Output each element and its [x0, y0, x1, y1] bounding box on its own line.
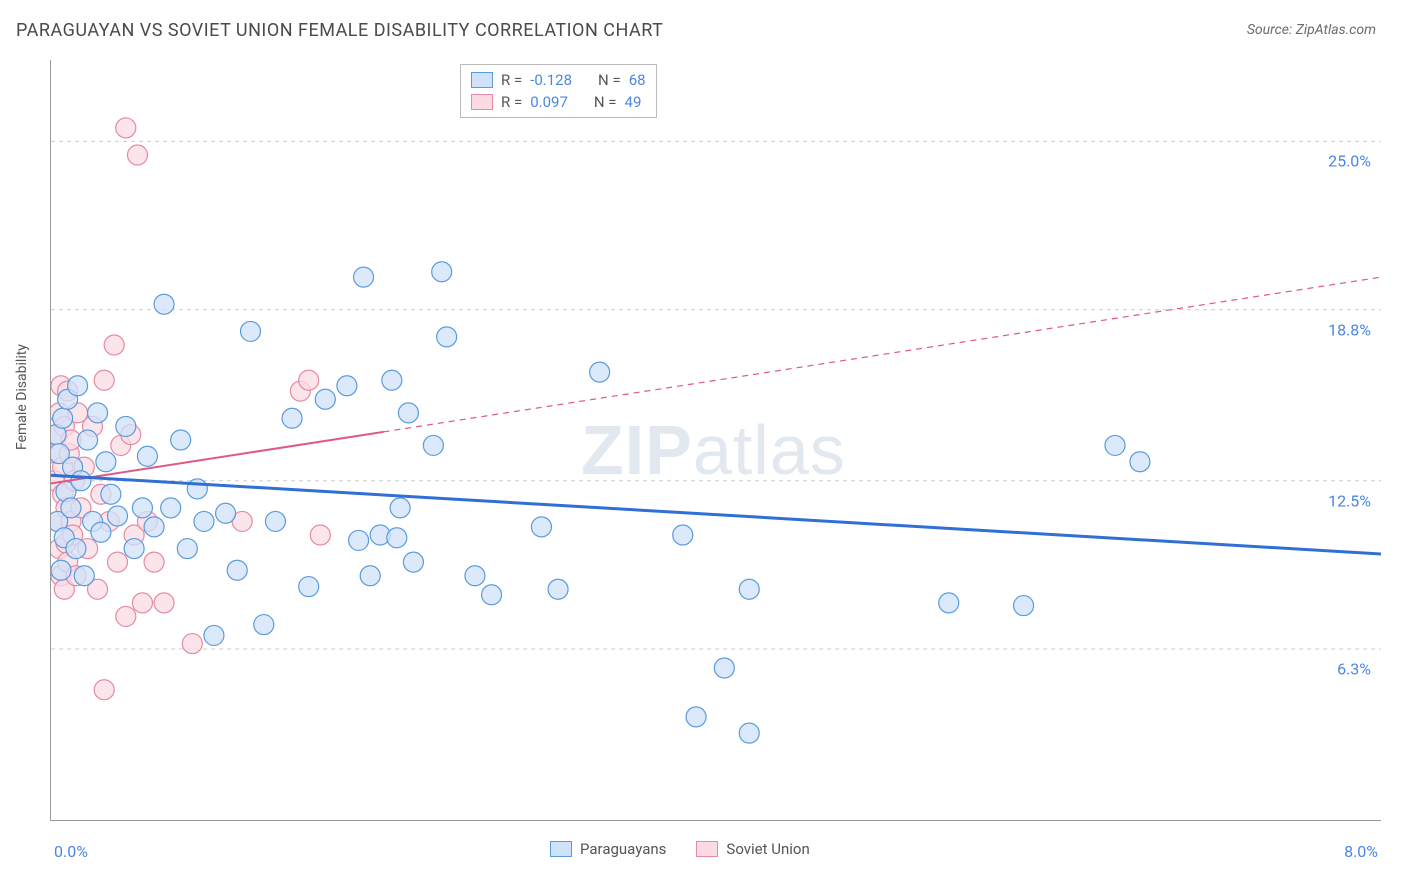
legend-label: Paraguayans: [580, 840, 666, 858]
plot-area: ZIPatlas 6.3%12.5%18.8%25.0%: [50, 60, 1381, 821]
legend-r-label: R =: [501, 93, 522, 111]
legend-label: Soviet Union: [726, 840, 809, 858]
legend-correlation: R = -0.128 N = 68 R = 0.097 N = 49: [460, 64, 657, 118]
legend-n-value: 49: [625, 93, 642, 111]
legend-item-paraguayans: Paraguayans: [550, 840, 666, 858]
x-axis-min-label: 0.0%: [54, 842, 88, 861]
legend-swatch-icon: [471, 72, 493, 88]
legend-n-label: N =: [598, 71, 621, 89]
chart-title: PARAGUAYAN VS SOVIET UNION FEMALE DISABI…: [16, 20, 663, 41]
legend-n-value: 68: [629, 71, 646, 89]
legend-row-soviet: R = 0.097 N = 49: [471, 91, 646, 113]
x-axis-max-label: 8.0%: [1344, 842, 1378, 861]
legend-series: Paraguayans Soviet Union: [550, 840, 810, 858]
y-tick-label: 25.0%: [1328, 152, 1371, 171]
y-tick-label: 12.5%: [1328, 491, 1371, 510]
y-tick-label: 18.8%: [1328, 320, 1371, 339]
legend-r-label: R =: [501, 71, 522, 89]
legend-swatch-icon: [471, 94, 493, 110]
source-label: Source: ZipAtlas.com: [1247, 22, 1376, 38]
y-tick-label: 6.3%: [1337, 660, 1371, 679]
legend-row-paraguayans: R = -0.128 N = 68: [471, 69, 646, 91]
scatter-svg: [51, 60, 1381, 820]
legend-n-label: N =: [594, 93, 617, 111]
legend-item-soviet: Soviet Union: [696, 840, 809, 858]
legend-swatch-icon: [696, 841, 718, 857]
y-axis-label: Female Disability: [14, 344, 30, 450]
legend-swatch-icon: [550, 841, 572, 857]
legend-r-value: 0.097: [530, 93, 568, 111]
legend-r-value: -0.128: [530, 71, 572, 89]
